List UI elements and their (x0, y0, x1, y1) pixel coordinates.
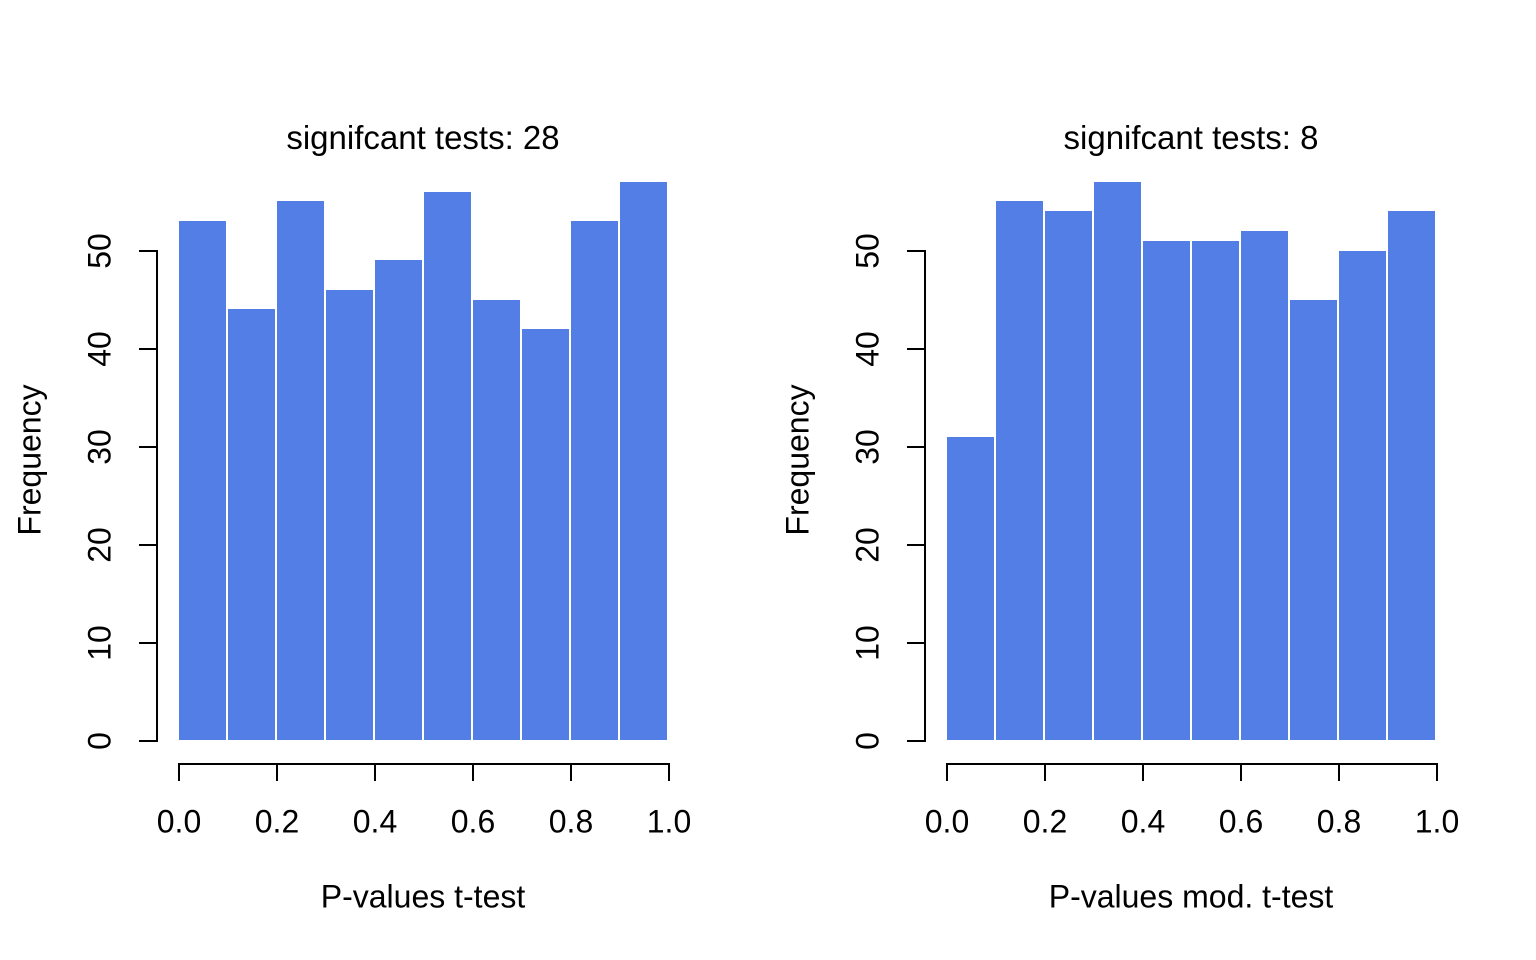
x-axis-tick (668, 763, 670, 781)
histogram-bar (227, 308, 276, 740)
y-tick-label: 30 (81, 428, 118, 465)
histogram-bar (1191, 239, 1240, 740)
x-axis-tick (1142, 763, 1144, 781)
y-axis-tick (139, 347, 156, 350)
x-tick-label: 0.4 (1120, 803, 1166, 840)
y-tick-label: 20 (849, 527, 886, 563)
x-axis-tick (276, 763, 278, 781)
x-tick-label: 0.8 (1316, 803, 1362, 840)
y-axis-tick (907, 249, 924, 252)
histogram-panel-left: signifcant tests: 28 Frequency P-values … (12, 119, 692, 915)
x-axis-tick (1044, 763, 1046, 781)
histogram-bar (570, 220, 619, 740)
x-tick-label: 0.0 (156, 803, 202, 840)
x-axis-label: P-values mod. t-test (1048, 878, 1334, 915)
histogram-bar (472, 298, 521, 740)
histogram-bar (521, 327, 570, 740)
x-tick-label: 0.6 (1218, 803, 1264, 840)
histogram-bar (995, 200, 1044, 740)
x-tick-label: 0.6 (450, 803, 496, 840)
histogram-bar (325, 288, 374, 740)
y-tick-label: 50 (849, 232, 886, 269)
y-axis-tick (907, 641, 924, 644)
panel-title: signifcant tests: 8 (1063, 119, 1319, 156)
y-tick-label: 50 (81, 232, 118, 269)
histogram-bar (1387, 210, 1436, 740)
y-tick-label: 30 (849, 428, 886, 465)
histogram-bar (423, 190, 472, 740)
y-tick-label: 10 (849, 625, 886, 661)
histogram-bar (1044, 210, 1093, 740)
panel-title: signifcant tests: 28 (286, 119, 560, 156)
y-axis-tick (139, 543, 156, 546)
x-axis-tick (570, 763, 572, 781)
y-tick-label: 10 (81, 625, 118, 661)
x-axis-tick (1240, 763, 1242, 781)
x-tick-label: 0.8 (548, 803, 594, 840)
y-axis-line (156, 249, 158, 742)
plot-area: 0 10 20 30 40 50 0.0 0.2 0.4 0.6 0.8 1.0 (81, 180, 692, 840)
x-tick-label: 1.0 (1414, 803, 1460, 840)
plot-area: 0 10 20 30 40 50 0.0 0.2 0.4 0.6 0.8 1.0 (768, 0, 1536, 960)
histogram-bar (946, 435, 995, 740)
x-axis-line (178, 763, 670, 765)
histogram-bar (619, 180, 668, 740)
y-axis-tick (907, 445, 924, 448)
x-axis-tick (374, 763, 376, 781)
y-axis-tick (907, 543, 924, 546)
y-tick-label: 40 (849, 330, 886, 367)
x-axis-tick (1436, 763, 1438, 781)
x-axis-label: P-values t-test (320, 878, 526, 915)
histogram-bar (178, 220, 227, 740)
y-axis-line (924, 249, 926, 742)
y-axis-tick (907, 347, 924, 350)
histogram-bar (1240, 229, 1289, 740)
histogram-bar (1093, 180, 1142, 740)
x-axis-line (946, 763, 1438, 765)
x-tick-label: 1.0 (646, 803, 692, 840)
y-tick-label: 0 (849, 732, 886, 750)
y-tick-label: 40 (81, 330, 118, 367)
histogram-bar (1289, 298, 1338, 740)
x-tick-label: 0.0 (924, 803, 970, 840)
histogram-bar (1142, 239, 1191, 740)
x-tick-label: 0.2 (1022, 803, 1068, 840)
histogram-bar (374, 259, 423, 740)
y-axis-tick (139, 641, 156, 644)
x-axis-tick (1338, 763, 1340, 781)
histogram-bar (1338, 249, 1387, 740)
x-tick-label: 0.2 (254, 803, 300, 840)
y-axis-tick (139, 249, 156, 252)
y-axis-tick (907, 740, 924, 742)
x-tick-label: 0.4 (352, 803, 398, 840)
y-axis-tick (139, 445, 156, 448)
x-axis-tick (178, 763, 180, 781)
histogram-panel-right: signifcant tests: 8 Frequency P-values m… (768, 0, 1536, 960)
y-axis-tick (139, 740, 156, 742)
y-tick-label: 20 (81, 527, 118, 563)
x-axis-tick (472, 763, 474, 781)
y-tick-label: 0 (81, 732, 118, 750)
histogram-bar (276, 200, 325, 740)
x-axis-tick (946, 763, 948, 781)
